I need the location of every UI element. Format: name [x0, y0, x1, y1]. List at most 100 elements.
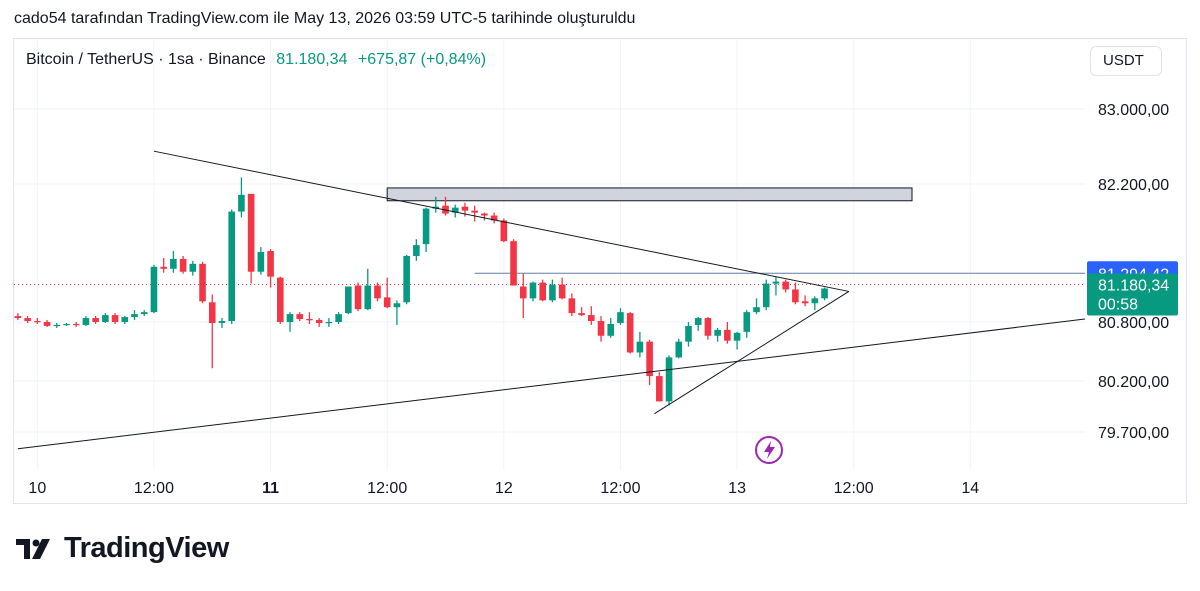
candle-body [306, 319, 313, 321]
candle-body [189, 263, 197, 272]
candle-body [257, 252, 265, 272]
candle-body [34, 321, 41, 323]
candle-body [364, 285, 372, 310]
candle-body [500, 220, 508, 242]
candle-body [296, 314, 304, 320]
candle-body [510, 241, 517, 286]
candle-body [228, 211, 235, 322]
candle-body [792, 289, 799, 303]
candle-body [72, 323, 80, 326]
candle-body [179, 258, 187, 272]
candle-body [578, 313, 585, 316]
candle-body [471, 210, 478, 213]
candle-body [743, 312, 751, 332]
x-tick-label: 10 [28, 480, 46, 497]
candle-body [451, 207, 459, 213]
y-tick-label: 82.200,00 [1098, 177, 1169, 194]
candle-body [111, 315, 119, 322]
candle-body [92, 318, 99, 322]
tradingview-wordmark: TradingView [64, 532, 229, 564]
candle-body [286, 314, 294, 322]
candle-body [733, 332, 741, 341]
candle-body [656, 376, 663, 402]
candle-body [549, 284, 556, 301]
candle-body [714, 329, 721, 336]
candle-body [685, 325, 692, 342]
y-tick-label: 79.700,00 [1098, 425, 1169, 442]
symbol-legend: Bitcoin / TetherUS · 1sa · Binance 81.18… [26, 51, 486, 69]
last-price: 81.180,34 [276, 51, 348, 68]
trendline [17, 318, 1086, 450]
last-price-tag [1087, 273, 1178, 316]
candle-body [529, 282, 537, 299]
candle-body [150, 266, 158, 313]
candle-body [208, 302, 216, 323]
candle-body [335, 314, 342, 322]
last-price-label: 81.180,34 [1098, 278, 1169, 295]
candle-body [811, 298, 819, 304]
candle-body [568, 298, 576, 314]
candle-body [481, 213, 488, 216]
currency-button[interactable]: USDT [1090, 46, 1162, 76]
candle-body [383, 297, 391, 308]
lightning-icon [755, 436, 783, 464]
price-change: +675,87 (+0,84%) [357, 51, 487, 68]
candle-body [345, 286, 352, 314]
tradingview-logo[interactable]: TradingView [16, 532, 229, 565]
candle-body [587, 315, 595, 322]
candle-body [558, 284, 566, 299]
candle-body [14, 316, 22, 319]
y-tick-label: 83.000,00 [1098, 102, 1169, 119]
candle-body [247, 193, 255, 272]
candle-body [821, 288, 828, 299]
countdown-label: 00:58 [1098, 297, 1138, 314]
x-tick-label: 12:00 [834, 480, 874, 497]
tradingview-logo-icon [16, 538, 50, 559]
candle-body [704, 318, 712, 336]
trendline [654, 291, 850, 415]
candle-body [403, 255, 410, 303]
x-tick-label: 12:00 [600, 480, 640, 497]
candle-body [782, 281, 789, 290]
candle-body [393, 303, 401, 308]
candle-body [218, 321, 226, 323]
candle-body [753, 307, 760, 313]
candle-body [607, 323, 615, 336]
candle-body [374, 285, 381, 299]
y-tick-label: 80.200,00 [1098, 374, 1169, 391]
candle-body [762, 283, 770, 308]
candle-body [665, 357, 673, 402]
y-tick-label: 80.800,00 [1098, 315, 1169, 332]
chart-caption: cado54 tarafından TradingView.com ile Ma… [14, 10, 636, 27]
symbol-title[interactable]: Bitcoin / TetherUS · 1sa · Binance [26, 51, 266, 68]
candle-body [315, 320, 323, 323]
candle-body [267, 251, 274, 277]
candle-body [325, 322, 333, 324]
candle-body [170, 258, 177, 269]
candle-body [519, 286, 527, 299]
candle-body [43, 322, 51, 326]
x-tick-label: 12:00 [367, 480, 407, 497]
candle-body [617, 312, 624, 323]
candle-body [597, 321, 605, 336]
candle-body [461, 206, 469, 211]
x-tick-label: 11 [262, 480, 279, 497]
candle-body [724, 329, 731, 341]
candle-body [354, 285, 362, 310]
x-tick-label: 13 [728, 480, 746, 497]
x-tick-label: 14 [961, 480, 979, 497]
candle-body [121, 317, 129, 322]
candle-body [646, 341, 653, 377]
x-tick-label: 12:00 [134, 480, 174, 497]
x-tick-label: 12 [495, 480, 513, 497]
candle-body [801, 301, 809, 304]
candle-body [102, 315, 109, 322]
resistance-rectangle [386, 187, 913, 202]
candle-body [626, 313, 634, 353]
candle-body [238, 194, 245, 212]
candle-body [675, 341, 683, 358]
chart-frame [13, 38, 1187, 504]
candle-body [276, 277, 284, 322]
candle-body [413, 245, 420, 256]
